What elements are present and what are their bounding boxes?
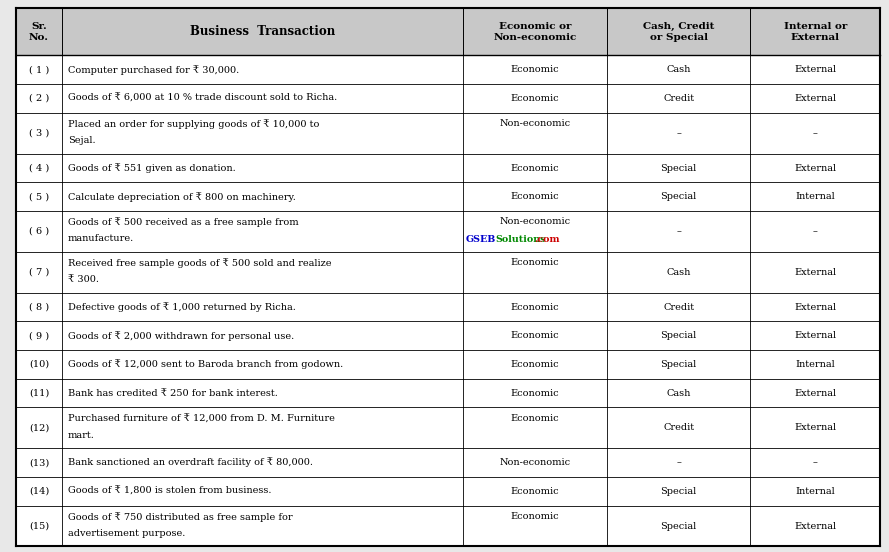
Text: (15): (15) (28, 522, 49, 530)
Text: –: – (677, 129, 681, 138)
Text: –: – (677, 227, 681, 236)
Text: –: – (813, 129, 818, 138)
Text: Goods of ₹ 750 distributed as free sample for: Goods of ₹ 750 distributed as free sampl… (68, 512, 292, 522)
Text: Sejal.: Sejal. (68, 136, 96, 145)
Text: Special: Special (661, 163, 697, 173)
Text: Economic: Economic (510, 94, 559, 103)
Text: External: External (794, 302, 837, 312)
Text: (11): (11) (28, 389, 49, 397)
Text: Non-economic: Non-economic (500, 458, 571, 467)
Text: External: External (794, 65, 837, 75)
Text: (12): (12) (28, 423, 49, 432)
Text: Credit: Credit (663, 423, 694, 432)
Text: Business  Transaction: Business Transaction (190, 25, 335, 39)
Text: advertisement purpose.: advertisement purpose. (68, 529, 186, 538)
Text: ₹ 300.: ₹ 300. (68, 275, 99, 284)
Text: External: External (794, 522, 837, 530)
Text: GSEB: GSEB (466, 235, 496, 244)
Text: Non-economic: Non-economic (500, 217, 571, 226)
Text: Cash: Cash (667, 65, 691, 75)
Text: ( 4 ): ( 4 ) (28, 163, 49, 173)
Text: Special: Special (661, 192, 697, 201)
Text: External: External (794, 94, 837, 103)
Text: .com: .com (534, 235, 560, 244)
Text: Non-economic: Non-economic (500, 119, 571, 128)
Text: Computer purchased for ₹ 30,000.: Computer purchased for ₹ 30,000. (68, 65, 239, 75)
Text: Solutions: Solutions (495, 235, 546, 244)
Text: Goods of ₹ 551 given as donation.: Goods of ₹ 551 given as donation. (68, 163, 236, 173)
Text: Special: Special (661, 360, 697, 369)
Text: Bank has credited ₹ 250 for bank interest.: Bank has credited ₹ 250 for bank interes… (68, 389, 278, 397)
Text: Defective goods of ₹ 1,000 returned by Richa.: Defective goods of ₹ 1,000 returned by R… (68, 302, 296, 312)
Text: Sr.
No.: Sr. No. (29, 22, 49, 41)
Text: Economic: Economic (510, 413, 559, 422)
Text: Economic: Economic (510, 163, 559, 173)
Text: ( 9 ): ( 9 ) (28, 331, 49, 340)
Text: Economic: Economic (510, 258, 559, 267)
Text: ( 2 ): ( 2 ) (28, 94, 49, 103)
Text: Economic: Economic (510, 360, 559, 369)
Bar (16, 8, 880, 56)
Text: Economic: Economic (510, 512, 559, 521)
Text: (14): (14) (28, 487, 49, 496)
Text: Bank sanctioned an overdraft facility of ₹ 80,000.: Bank sanctioned an overdraft facility of… (68, 458, 313, 468)
Text: Cash, Credit
or Special: Cash, Credit or Special (643, 22, 715, 41)
Text: mart.: mart. (68, 431, 95, 440)
Text: Purchased furniture of ₹ 12,000 from D. M. Furniture: Purchased furniture of ₹ 12,000 from D. … (68, 415, 335, 423)
Text: –: – (677, 458, 681, 467)
Text: External: External (794, 163, 837, 173)
Text: ( 8 ): ( 8 ) (28, 302, 49, 312)
Text: Credit: Credit (663, 302, 694, 312)
Text: Cash: Cash (667, 389, 691, 397)
Text: ( 7 ): ( 7 ) (28, 268, 49, 277)
Text: Economic or
Non-economic: Economic or Non-economic (493, 22, 577, 41)
Text: Goods of ₹ 500 received as a free sample from: Goods of ₹ 500 received as a free sample… (68, 217, 299, 227)
Text: External: External (794, 389, 837, 397)
Text: –: – (813, 458, 818, 467)
Text: Received free sample goods of ₹ 500 sold and realize: Received free sample goods of ₹ 500 sold… (68, 258, 332, 268)
Text: manufacture.: manufacture. (68, 234, 134, 243)
Text: Economic: Economic (510, 331, 559, 340)
Text: Special: Special (661, 522, 697, 530)
Text: ( 1 ): ( 1 ) (28, 65, 49, 75)
Text: Goods of ₹ 6,000 at 10 % trade discount sold to Richa.: Goods of ₹ 6,000 at 10 % trade discount … (68, 94, 337, 103)
Text: Goods of ₹ 12,000 sent to Baroda branch from godown.: Goods of ₹ 12,000 sent to Baroda branch … (68, 359, 343, 369)
Text: (10): (10) (28, 360, 49, 369)
Text: Special: Special (661, 331, 697, 340)
Text: Placed an order for supplying goods of ₹ 10,000 to: Placed an order for supplying goods of ₹… (68, 119, 319, 129)
Text: External: External (794, 423, 837, 432)
Text: ( 3 ): ( 3 ) (28, 129, 49, 138)
Text: Internal: Internal (796, 487, 835, 496)
Text: Cash: Cash (667, 268, 691, 277)
Text: External: External (794, 331, 837, 340)
Text: ( 6 ): ( 6 ) (28, 227, 49, 236)
Text: Internal: Internal (796, 192, 835, 201)
Text: Goods of ₹ 1,800 is stolen from business.: Goods of ₹ 1,800 is stolen from business… (68, 487, 271, 496)
Text: Internal or
External: Internal or External (783, 22, 847, 41)
Text: Calculate depreciation of ₹ 800 on machinery.: Calculate depreciation of ₹ 800 on machi… (68, 192, 296, 201)
Text: Economic: Economic (510, 65, 559, 75)
Text: Economic: Economic (510, 389, 559, 397)
Text: Economic: Economic (510, 192, 559, 201)
Text: Credit: Credit (663, 94, 694, 103)
Text: Goods of ₹ 2,000 withdrawn for personal use.: Goods of ₹ 2,000 withdrawn for personal … (68, 331, 294, 341)
Text: Economic: Economic (510, 302, 559, 312)
Text: Special: Special (661, 487, 697, 496)
Text: Economic: Economic (510, 487, 559, 496)
Text: (13): (13) (28, 458, 49, 467)
Text: –: – (813, 227, 818, 236)
Text: External: External (794, 268, 837, 277)
Text: Internal: Internal (796, 360, 835, 369)
Text: ( 5 ): ( 5 ) (28, 192, 49, 201)
